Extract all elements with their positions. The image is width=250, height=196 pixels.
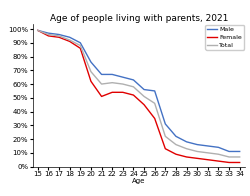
Female [90, 80, 92, 83]
Total [206, 152, 209, 154]
Male [228, 150, 230, 153]
Male [217, 146, 220, 149]
Title: Age of people living with parents, 2021: Age of people living with parents, 2021 [50, 14, 228, 23]
Total [142, 95, 146, 98]
Female [174, 153, 178, 155]
Male [58, 33, 60, 36]
Male [238, 150, 241, 153]
Female [228, 161, 230, 164]
Female [238, 161, 241, 164]
Female [153, 117, 156, 120]
Total [36, 29, 39, 32]
Male [90, 61, 92, 63]
Line: Female: Female [38, 30, 240, 162]
Total [196, 150, 199, 153]
Female [58, 36, 60, 38]
Male [206, 145, 209, 147]
Line: Male: Male [38, 30, 240, 152]
Total [47, 33, 50, 36]
Total [68, 39, 71, 41]
Male [121, 76, 124, 78]
Female [111, 91, 114, 93]
Total [185, 148, 188, 150]
Male [111, 73, 114, 76]
Total [217, 153, 220, 155]
Male [196, 143, 199, 146]
Male [185, 141, 188, 143]
X-axis label: Age: Age [132, 178, 145, 184]
Total [79, 44, 82, 47]
Line: Total: Total [38, 30, 240, 157]
Legend: Male, Female, Total: Male, Female, Total [206, 25, 244, 50]
Female [185, 156, 188, 158]
Female [121, 91, 124, 93]
Female [100, 95, 103, 98]
Total [238, 156, 241, 158]
Male [174, 135, 178, 138]
Female [79, 47, 82, 49]
Male [100, 73, 103, 76]
Male [79, 42, 82, 44]
Total [111, 82, 114, 84]
Female [206, 159, 209, 161]
Female [47, 35, 50, 37]
Male [68, 36, 71, 38]
Male [164, 123, 167, 125]
Total [100, 83, 103, 85]
Male [132, 79, 135, 81]
Male [47, 32, 50, 34]
Total [174, 143, 178, 146]
Female [142, 103, 146, 106]
Total [90, 71, 92, 73]
Total [121, 83, 124, 85]
Total [228, 156, 230, 158]
Total [132, 86, 135, 88]
Total [153, 102, 156, 104]
Female [68, 40, 71, 43]
Female [164, 148, 167, 150]
Female [217, 160, 220, 162]
Total [164, 135, 167, 138]
Female [196, 157, 199, 160]
Male [153, 90, 156, 92]
Total [58, 35, 60, 37]
Male [36, 29, 39, 32]
Male [142, 88, 146, 91]
Female [132, 94, 135, 96]
Female [36, 29, 39, 32]
